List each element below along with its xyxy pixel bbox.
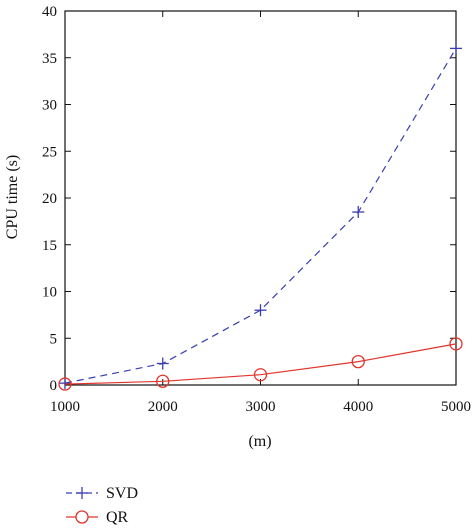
data-point-svd [59,377,71,390]
data-point-qr [156,374,170,388]
series-layer [58,42,463,391]
y-axis-label: CPU time (s) [4,155,21,239]
y-tick-label: 40 [42,4,57,20]
y-tick-label: 0 [50,378,58,394]
x-axis-label: (m) [248,433,271,450]
circle-marker-icon [75,510,89,524]
data-point-svd [352,206,365,219]
y-axis-ticks: 0 5 10 15 20 25 30 35 40 [42,4,456,394]
series-qr [58,337,463,391]
data-point-qr [58,377,72,391]
y-tick-label: 30 [42,98,57,114]
y-tick-label: 5 [50,331,58,347]
series-line-qr [64,343,457,385]
legend-label-svd: SVD [106,485,138,502]
data-point-qr [449,337,463,351]
y-tick-label: 20 [42,191,57,207]
y-tick-label: 25 [42,144,57,160]
legend-item-qr: QR [66,509,129,526]
x-tick-label: 3000 [246,399,276,415]
data-point-qr [253,368,268,382]
legend-label-qr: QR [106,509,129,526]
data-point-svd [450,42,462,55]
x-tick-label: 4000 [343,399,373,415]
legend: SVD QR [66,485,138,526]
y-tick-label: 15 [42,238,57,254]
series-svd [59,42,462,390]
y-tick-label: 10 [42,285,57,301]
x-tick-label: 2000 [148,399,178,415]
x-tick-label: 1000 [50,399,80,415]
plot-frame [64,10,457,386]
x-axis-ticks: 1000 2000 3000 4000 5000 [50,11,471,415]
data-point-svd [254,304,267,317]
data-point-qr [351,354,365,369]
plot-axes [64,10,457,386]
y-tick-label: 35 [42,51,57,67]
series-line-svd [64,48,457,384]
data-point-svd [156,357,169,370]
legend-item-svd: SVD [66,485,138,502]
x-tick-label: 5000 [441,399,471,415]
